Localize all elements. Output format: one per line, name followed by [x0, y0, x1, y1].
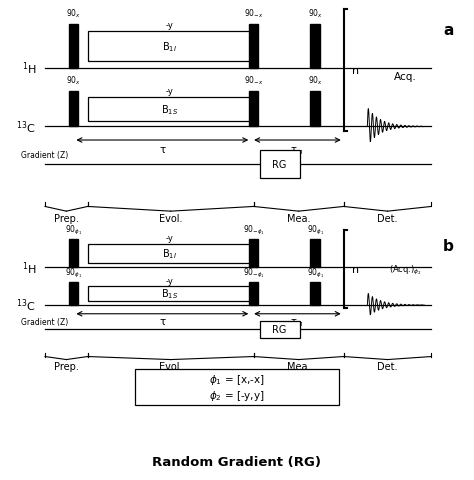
Text: Det.: Det. — [377, 361, 398, 371]
Text: 90$_{-x}$: 90$_{-x}$ — [244, 74, 264, 86]
Text: Mea.: Mea. — [287, 361, 310, 371]
Text: (Acq.)$_{\phi_2}$: (Acq.)$_{\phi_2}$ — [389, 264, 422, 276]
Text: 90$_{\phi_1}$: 90$_{\phi_1}$ — [307, 223, 324, 236]
Bar — [69, 283, 78, 305]
Bar — [88, 244, 251, 263]
Text: -y: -y — [165, 87, 173, 96]
Text: Random Gradient (RG): Random Gradient (RG) — [153, 455, 321, 468]
Bar — [310, 25, 320, 69]
Text: $^{13}$C: $^{13}$C — [16, 119, 36, 135]
Text: -y: -y — [165, 234, 173, 243]
Bar — [310, 92, 320, 127]
Text: $^{13}$C: $^{13}$C — [16, 297, 36, 313]
Text: Mea.: Mea. — [287, 214, 310, 224]
Bar — [310, 240, 320, 268]
Text: RG: RG — [273, 160, 287, 170]
Text: Prep.: Prep. — [54, 361, 79, 371]
Text: b: b — [443, 238, 454, 253]
Text: -y: -y — [165, 276, 173, 285]
Text: n: n — [352, 264, 359, 274]
Text: 90$_{\phi_1}$: 90$_{\phi_1}$ — [65, 223, 82, 236]
Text: -y: -y — [165, 21, 173, 30]
Text: τ: τ — [159, 144, 165, 155]
Text: 90$_{\phi_1}$: 90$_{\phi_1}$ — [307, 266, 324, 279]
Text: 90$_x$: 90$_x$ — [308, 7, 323, 20]
Text: 90$_{-\phi_1}$: 90$_{-\phi_1}$ — [243, 266, 264, 279]
Text: Gradient (Z): Gradient (Z) — [21, 151, 69, 159]
Bar — [69, 25, 78, 69]
Text: RG: RG — [273, 324, 287, 335]
Text: 90$_x$: 90$_x$ — [66, 74, 81, 86]
Text: 90$_{-x}$: 90$_{-x}$ — [244, 7, 264, 20]
Text: τ: τ — [159, 316, 165, 326]
Text: n: n — [352, 66, 359, 76]
Text: τ$_m$: τ$_m$ — [291, 316, 304, 328]
Text: B$_{1I}$: B$_{1I}$ — [162, 40, 177, 54]
Text: Evol.: Evol. — [159, 361, 182, 371]
Bar — [249, 92, 258, 127]
Bar — [259, 151, 300, 178]
Text: Evol.: Evol. — [159, 214, 182, 224]
Text: B$_{1I}$: B$_{1I}$ — [162, 247, 177, 261]
Text: Det.: Det. — [377, 214, 398, 224]
Bar — [69, 92, 78, 127]
Text: 90$_{-\phi_1}$: 90$_{-\phi_1}$ — [243, 223, 264, 236]
Text: $\phi_1$ = [x,-x]: $\phi_1$ = [x,-x] — [209, 372, 265, 387]
Bar — [135, 370, 339, 406]
Bar — [249, 240, 258, 268]
Text: 90$_x$: 90$_x$ — [308, 74, 323, 86]
Bar — [88, 32, 251, 61]
Text: Acq.: Acq. — [394, 72, 417, 82]
Text: 90$_{\phi_1}$: 90$_{\phi_1}$ — [65, 266, 82, 279]
Text: $^{1}$H: $^{1}$H — [22, 60, 36, 77]
Bar — [249, 25, 258, 69]
Text: B$_{1S}$: B$_{1S}$ — [161, 287, 178, 301]
Text: B$_{1S}$: B$_{1S}$ — [161, 103, 178, 116]
Bar — [88, 286, 251, 302]
Bar — [310, 283, 320, 305]
Bar — [88, 97, 251, 121]
Text: Prep.: Prep. — [54, 214, 79, 224]
Text: $^{1}$H: $^{1}$H — [22, 260, 36, 276]
Text: $\phi_2$ = [-y,y]: $\phi_2$ = [-y,y] — [209, 388, 265, 403]
Bar — [259, 321, 300, 338]
Text: 90$_x$: 90$_x$ — [66, 7, 81, 20]
Text: τ$_m$: τ$_m$ — [291, 144, 304, 156]
Text: a: a — [443, 23, 454, 38]
Bar — [69, 240, 78, 268]
Bar — [249, 283, 258, 305]
Text: Gradient (Z): Gradient (Z) — [21, 317, 69, 326]
